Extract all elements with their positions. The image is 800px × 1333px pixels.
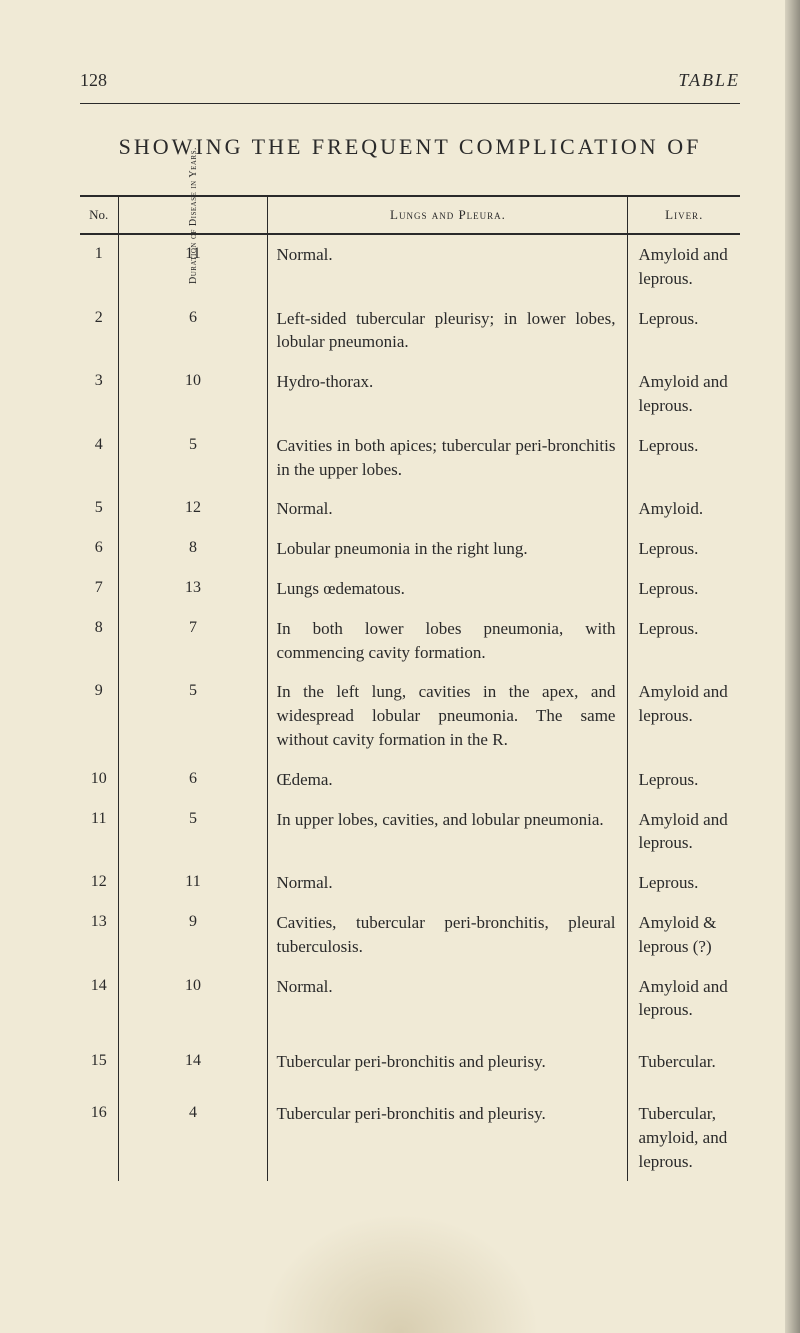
row-duration: 5: [118, 672, 268, 759]
column-header-duration: Duration of Disease in Years.: [118, 196, 268, 234]
column-header-lungs: Lungs and Pleura.: [268, 196, 628, 234]
row-liver: Amyloid.: [628, 489, 740, 529]
table-row: 1410Normal.Amyloid and leprous.: [80, 967, 740, 1031]
row-lungs: Œdema.: [268, 760, 628, 800]
row-duration: 6: [118, 299, 268, 363]
table-row: 111Normal.Amyloid and leprous.: [80, 234, 740, 299]
row-lungs: In both lower lobes pneumonia, with comm…: [268, 609, 628, 673]
row-duration: 5: [118, 426, 268, 490]
row-number: 3: [80, 362, 118, 426]
row-duration: 12: [118, 489, 268, 529]
row-liver: Amyloid and leprous.: [628, 362, 740, 426]
row-lungs: Tubercular peri-bronchitis and pleurisy.: [268, 1030, 628, 1082]
table-row: 45Cavities in both apices; tubercular pe…: [80, 426, 740, 490]
row-lungs: In the left lung, cavities in the apex, …: [268, 672, 628, 759]
table-row: 713Lungs œdematous.Leprous.: [80, 569, 740, 609]
row-number: 1: [80, 234, 118, 299]
row-lungs: Lungs œdematous.: [268, 569, 628, 609]
row-liver: Amyloid and leprous.: [628, 234, 740, 299]
column-header-liver: Liver.: [628, 196, 740, 234]
page-edge-shadow: [785, 0, 800, 1333]
row-duration: 13: [118, 569, 268, 609]
table-title: SHOWING THE FREQUENT COMPLICATION OF: [80, 134, 740, 160]
row-liver: Tubercular, amyloid, and leprous.: [628, 1082, 740, 1181]
row-number: 7: [80, 569, 118, 609]
row-lungs: Cavities in both apices; tubercular peri…: [268, 426, 628, 490]
table-header-row: No. Duration of Disease in Years. Lungs …: [80, 196, 740, 234]
row-lungs: Cavities, tubercular peri-bronchitis, pl…: [268, 903, 628, 967]
row-liver: Leprous.: [628, 569, 740, 609]
table-row: 68Lobular pneumonia in the right lung.Le…: [80, 529, 740, 569]
row-liver: Amyloid & leprous (?): [628, 903, 740, 967]
page-number: 128: [80, 70, 107, 91]
row-lungs: In upper lobes, cavities, and lobular pn…: [268, 800, 628, 864]
row-duration: 9: [118, 903, 268, 967]
table-row: 106Œdema.Leprous.: [80, 760, 740, 800]
row-duration: 10: [118, 967, 268, 1031]
row-lungs: Normal.: [268, 863, 628, 903]
row-liver: Leprous.: [628, 760, 740, 800]
row-duration: 7: [118, 609, 268, 673]
row-duration: 4: [118, 1082, 268, 1181]
row-liver: Amyloid and leprous.: [628, 800, 740, 864]
row-number: 13: [80, 903, 118, 967]
row-number: 12: [80, 863, 118, 903]
table-row: 139Cavities, tubercular peri-bronchitis,…: [80, 903, 740, 967]
running-title: TABLE: [678, 70, 740, 91]
row-duration: 6: [118, 760, 268, 800]
row-number: 14: [80, 967, 118, 1031]
table-row: 87In both lower lobes pneumonia, with co…: [80, 609, 740, 673]
page-header: 128 TABLE: [80, 70, 740, 104]
table-body: 111Normal.Amyloid and leprous.26Left-sid…: [80, 234, 740, 1181]
row-number: 16: [80, 1082, 118, 1181]
row-number: 9: [80, 672, 118, 759]
row-number: 4: [80, 426, 118, 490]
table-row: 1211Normal.Leprous.: [80, 863, 740, 903]
row-lungs: Tubercular peri-bronchitis and pleurisy.: [268, 1082, 628, 1181]
row-liver: Leprous.: [628, 609, 740, 673]
row-number: 5: [80, 489, 118, 529]
row-number: 15: [80, 1030, 118, 1082]
column-header-no: No.: [80, 196, 118, 234]
row-lungs: Normal.: [268, 234, 628, 299]
table-row: 115In upper lobes, cavities, and lobular…: [80, 800, 740, 864]
row-duration: 11: [118, 863, 268, 903]
row-lungs: Lobular pneumonia in the right lung.: [268, 529, 628, 569]
row-lungs: Hydro-thorax.: [268, 362, 628, 426]
row-duration: 8: [118, 529, 268, 569]
row-liver: Leprous.: [628, 529, 740, 569]
duration-label: Duration of Disease in Years.: [187, 147, 198, 284]
page-discoloration: [260, 1213, 540, 1333]
row-liver: Leprous.: [628, 426, 740, 490]
row-number: 2: [80, 299, 118, 363]
table-row: 310Hydro-thorax.Amyloid and leprous.: [80, 362, 740, 426]
row-number: 6: [80, 529, 118, 569]
row-liver: Tubercular.: [628, 1030, 740, 1082]
row-liver: Amyloid and leprous.: [628, 672, 740, 759]
row-duration: 14: [118, 1030, 268, 1082]
table-row: 26Left-sided tubercular pleurisy; in low…: [80, 299, 740, 363]
row-lungs: Normal.: [268, 489, 628, 529]
row-duration: 5: [118, 800, 268, 864]
medical-table: No. Duration of Disease in Years. Lungs …: [80, 195, 740, 1181]
row-liver: Amyloid and leprous.: [628, 967, 740, 1031]
table-row: 164Tubercular peri-bronchitis and pleuri…: [80, 1082, 740, 1181]
row-number: 8: [80, 609, 118, 673]
row-duration: 10: [118, 362, 268, 426]
row-lungs: Left-sided tubercular pleurisy; in lower…: [268, 299, 628, 363]
row-number: 10: [80, 760, 118, 800]
table-row: 95In the left lung, cavities in the apex…: [80, 672, 740, 759]
row-liver: Leprous.: [628, 863, 740, 903]
row-number: 11: [80, 800, 118, 864]
row-lungs: Normal.: [268, 967, 628, 1031]
table-row: 1514Tubercular peri-bronchitis and pleur…: [80, 1030, 740, 1082]
table-container: No. Duration of Disease in Years. Lungs …: [80, 195, 740, 1181]
row-liver: Leprous.: [628, 299, 740, 363]
table-row: 512Normal.Amyloid.: [80, 489, 740, 529]
